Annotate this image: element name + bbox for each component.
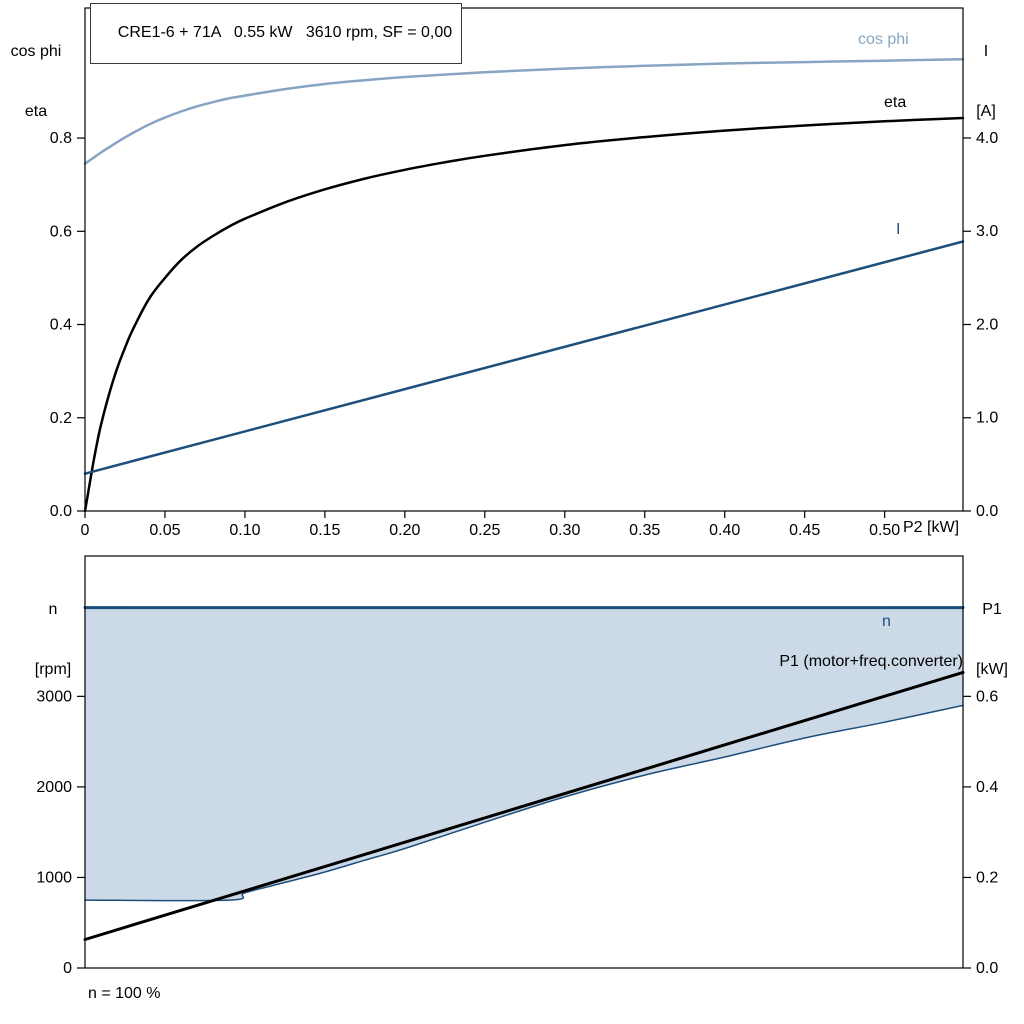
x-tick-label: 0.15 <box>309 522 340 539</box>
y-left-tick-label: 1000 <box>36 869 72 886</box>
y-right-tick-label: 0.2 <box>976 869 998 886</box>
x-tick-label: 0.05 <box>149 522 180 539</box>
axis-label-current: I <box>983 43 989 60</box>
top-left-axis-label: cos phi eta <box>3 2 69 162</box>
curve-label-speed: n <box>882 613 891 630</box>
axis-label-cos-phi: cos phi <box>10 43 62 60</box>
y-right-tick-label: 0.0 <box>976 960 998 977</box>
y-left-tick-label: 0.0 <box>50 503 72 520</box>
y-right-tick-label: 0.6 <box>976 688 998 705</box>
y-left-tick-label: 0.2 <box>50 410 72 427</box>
x-tick-label: 0.20 <box>389 522 420 539</box>
y-left-tick-label: 3000 <box>36 688 72 705</box>
bottom-right-axis-label: P1 [kW] <box>964 560 1020 720</box>
axis-label-p1: P1 <box>982 601 1002 618</box>
footnote-speed-percent: n = 100 % <box>88 985 161 1002</box>
x-tick-label: 0.30 <box>549 522 580 539</box>
speed-control-range-area <box>85 607 963 901</box>
y-right-tick-label: 0.4 <box>976 779 998 796</box>
x-tick-label: 0.35 <box>629 522 660 539</box>
axis-label-p1-unit: [kW] <box>976 661 1008 678</box>
speed-power-chart: 0 1000 2000 3000 0.0 0.2 0.4 0.6 <box>36 555 998 977</box>
y-left-tick-label: 0.6 <box>50 223 72 240</box>
y-right-tick-label: 0.0 <box>976 503 998 520</box>
series-eta <box>83 116 965 513</box>
plot-frame <box>84 555 964 969</box>
x-tick-label: 0.10 <box>229 522 260 539</box>
plot-frame <box>84 7 964 512</box>
y-left-tick-label: 0.4 <box>50 317 72 334</box>
top-right-axis-label: I [A] <box>958 2 1014 162</box>
curve-label-p1: P1 (motor+freq.converter) <box>779 653 963 670</box>
series-p1-input-power <box>83 670 965 941</box>
axis-label-speed-unit: [rpm] <box>34 661 72 678</box>
axis-label-eta: eta <box>24 103 48 120</box>
bottom-left-axis-label: n [rpm] <box>20 560 86 720</box>
y-right-tick-label: 3.0 <box>976 223 998 240</box>
x-axis-label: P2 [kW] <box>903 519 960 536</box>
motor-efficiency-chart: 0 0.05 0.10 0.15 0.20 0.25 0.30 0.35 0.40 0.45 0.5… <box>50 7 998 539</box>
series-min-speed-boundary <box>84 704 964 902</box>
axis-label-current-unit: [A] <box>976 103 996 120</box>
x-tick-label: 0.25 <box>469 522 500 539</box>
y-right-tick-label: 2.0 <box>976 316 998 333</box>
series-current <box>83 240 965 475</box>
x-tick-label: 0.40 <box>709 522 740 539</box>
axis-label-speed: n <box>48 601 58 618</box>
x-tick-label: 0.45 <box>789 522 820 539</box>
y-left-tick-label: 2000 <box>36 779 72 796</box>
series-cos-phi <box>83 58 965 165</box>
x-tick-label: 0 <box>81 522 90 539</box>
curve-label-current: I <box>896 221 901 238</box>
x-tick-label: 0.50 <box>869 522 900 539</box>
y-right-tick-label: 4.0 <box>976 130 998 147</box>
y-left-tick-label: 0 <box>63 960 72 977</box>
chart-title-box: CRE1-6 + 71A 0.55 kW 3610 rpm, SF = 0,00 <box>90 3 463 64</box>
y-left-tick-label: 0.8 <box>50 130 72 147</box>
curve-label-cos-phi: cos phi <box>858 31 909 48</box>
curve-label-eta: eta <box>884 94 907 111</box>
y-right-tick-label: 1.0 <box>976 410 998 427</box>
chart-title: CRE1-6 + 71A 0.55 kW 3610 rpm, SF = 0,00 <box>117 24 453 41</box>
